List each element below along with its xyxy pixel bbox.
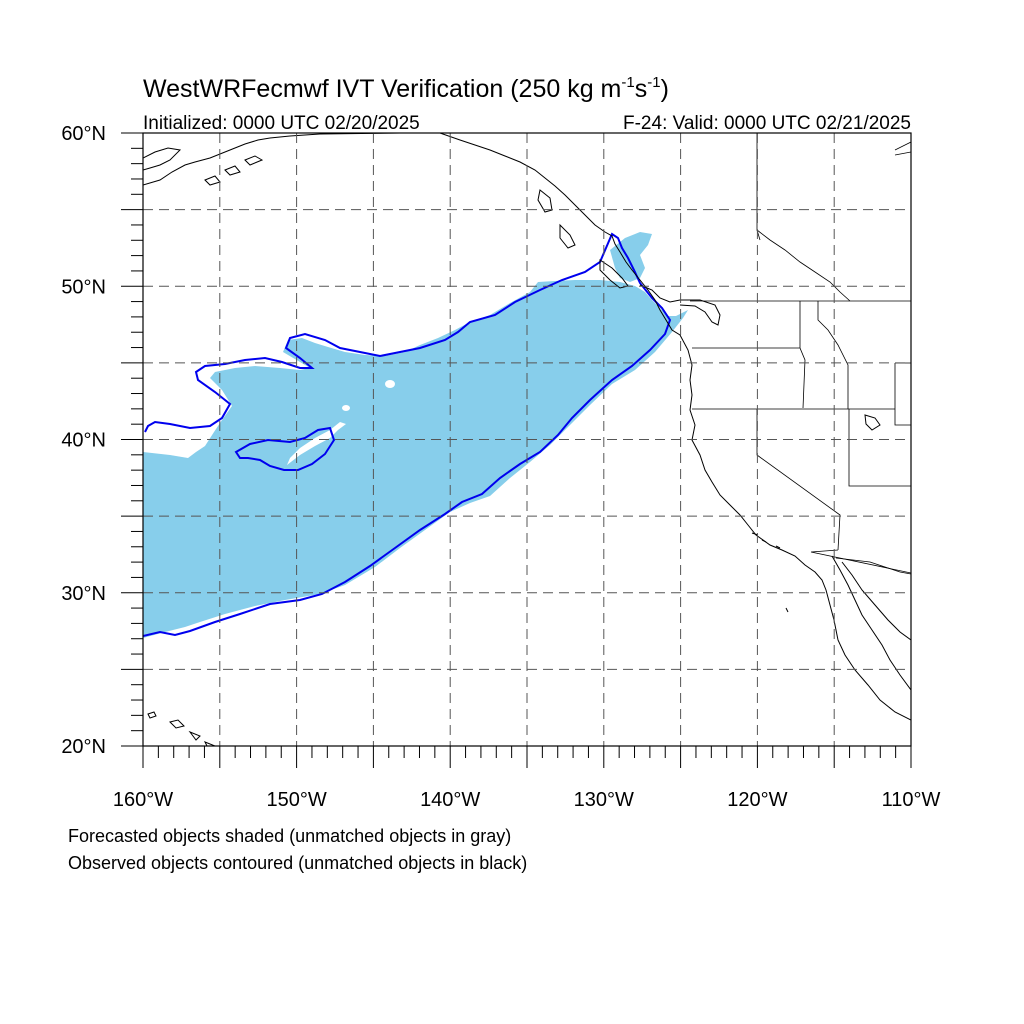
title-exp1: -1: [621, 74, 634, 91]
lon-label: 140°W: [420, 789, 480, 811]
lon-label: 150°W: [266, 789, 326, 811]
lat-label: 40°N: [61, 430, 106, 452]
lon-label: 110°W: [882, 789, 941, 811]
note-forecast: Forecasted objects shaded (unmatched obj…: [68, 826, 511, 846]
observed-ivt-contour-inner: [234, 426, 336, 471]
border-us-states: [692, 301, 911, 574]
coastline-channel-islands: [751, 532, 789, 613]
title-suffix: ): [661, 75, 669, 103]
lon-label: 160°W: [113, 789, 173, 811]
lon-label: 120°W: [727, 789, 787, 811]
forecast-ivt-north-lobe: [610, 232, 652, 282]
longitude-labels: 160°W 150°W 140°W 130°W 120°W 110°W: [113, 789, 941, 811]
latitude-labels: 60°N 50°N 40°N 30°N 20°N: [61, 123, 106, 758]
coastline-hawaii: [147, 711, 217, 746]
border-alaska-canada: [756, 133, 851, 302]
forecast-gap: [385, 380, 395, 388]
lat-label: 50°N: [61, 276, 106, 298]
coastline-great-salt-lake: [864, 414, 881, 431]
valid-label: F-24: Valid: 0000 UTC 02/21/2025: [623, 113, 911, 134]
map-ticks: [121, 132, 912, 768]
map-gridlines: [143, 133, 911, 746]
lat-label: 60°N: [61, 123, 106, 145]
forecast-gap-2: [342, 405, 350, 411]
initialized-label: Initialized: 0000 UTC 02/20/2025: [143, 113, 420, 134]
lon-label: 130°W: [574, 789, 634, 811]
coastline-aleutian: [204, 155, 264, 186]
coastline-bc-islands: [537, 189, 721, 326]
lat-label: 20°N: [61, 736, 106, 758]
coastline-alaska: [143, 133, 911, 721]
map-title: WestWRFecmwf IVT Verification (250 kg m-…: [143, 74, 669, 103]
coastline-baja: [831, 555, 911, 691]
title-prefix: WestWRFecmwf IVT Verification (250 kg m: [143, 75, 621, 103]
title-mid: s: [635, 75, 648, 103]
title-exp2: -1: [647, 74, 660, 91]
lat-label: 30°N: [61, 583, 106, 605]
border-us-mexico: [835, 557, 911, 575]
observed-ivt-contour: [143, 232, 672, 637]
forecast-ivt-object: [143, 280, 688, 638]
note-observed: Observed objects contoured (unmatched ob…: [68, 853, 527, 873]
